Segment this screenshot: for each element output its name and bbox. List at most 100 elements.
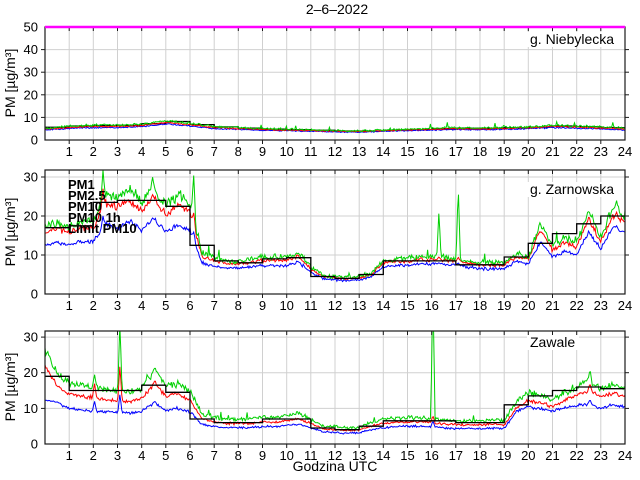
y-tick-label: 20 bbox=[24, 87, 38, 102]
x-tick-label: 16 bbox=[424, 298, 438, 313]
panel-label-text: g. Niebylecka bbox=[530, 31, 614, 47]
x-tick-label: 15 bbox=[400, 448, 414, 463]
y-tick-label: 0 bbox=[31, 287, 38, 302]
x-tick-label: 20 bbox=[521, 298, 535, 313]
x-tick-label: 23 bbox=[594, 298, 608, 313]
x-tick-label: 21 bbox=[545, 448, 559, 463]
x-tick-label: 21 bbox=[545, 298, 559, 313]
x-tick-label: 12 bbox=[328, 448, 342, 463]
y-tick-label: 20 bbox=[24, 365, 38, 380]
yaxis-label-panel-2: PM [µg/m³] bbox=[2, 198, 18, 267]
x-tick-label: 9 bbox=[259, 144, 266, 159]
x-tick-label: 14 bbox=[376, 448, 390, 463]
panel-label-backing bbox=[527, 335, 579, 350]
x-tick-label: 4 bbox=[138, 298, 145, 313]
x-tick-label: 14 bbox=[376, 144, 390, 159]
x-tick-label: 19 bbox=[497, 298, 511, 313]
x-tick-label: 11 bbox=[304, 448, 318, 463]
x-tick-label: 24 bbox=[618, 448, 632, 463]
y-tick-label: 40 bbox=[24, 42, 38, 57]
x-tick-label: 15 bbox=[400, 144, 414, 159]
x-tick-label: 9 bbox=[259, 298, 266, 313]
x-tick-label: 8 bbox=[235, 448, 242, 463]
x-tick-label: 4 bbox=[138, 144, 145, 159]
y-tick-label: 10 bbox=[24, 110, 38, 125]
panel-label-backing bbox=[527, 182, 619, 197]
panel-label-backing bbox=[527, 32, 620, 47]
x-tick-label: 15 bbox=[400, 298, 414, 313]
x-tick-label: 17 bbox=[449, 144, 463, 159]
chart-generated-layers: 1 2 3 4 5 6 7 8 9 10 11 12 13 14 15 16 17 18 19 20 21 22 23 240… bbox=[24, 20, 633, 464]
x-tick-label: 23 bbox=[594, 144, 608, 159]
pm10-1h-step-line bbox=[45, 199, 625, 280]
x-tick-label: 24 bbox=[618, 298, 632, 313]
legend-item-pm10-1h: PM10 1h bbox=[68, 210, 121, 225]
yaxis-label-panel-1: PM [µg/m³] bbox=[2, 49, 18, 118]
figure-title: 2–6–2022 bbox=[306, 1, 369, 17]
x-tick-label: 17 bbox=[449, 298, 463, 313]
x-tick-label: 24 bbox=[618, 144, 632, 159]
panel-0: 1 2 3 4 5 6 7 8 9 10 11 12 13 14 15 16 17 18 19 20 21 22 23 240… bbox=[24, 20, 633, 160]
x-tick-label: 1 bbox=[66, 144, 73, 159]
pm1-line bbox=[45, 394, 625, 435]
y-tick-label: 0 bbox=[31, 437, 38, 452]
y-tick-label: 30 bbox=[24, 170, 38, 185]
x-tick-label: 3 bbox=[114, 298, 121, 313]
x-tick-label: 7 bbox=[211, 448, 218, 463]
x-tick-label: 16 bbox=[424, 448, 438, 463]
legend-item-pm10: PM10 bbox=[68, 199, 102, 214]
x-tick-label: 12 bbox=[328, 144, 342, 159]
panel-label-niebylecka: g. Niebylecka bbox=[527, 31, 620, 47]
x-tick-label: 21 bbox=[545, 144, 559, 159]
legend-item-pm1: PM1 bbox=[68, 177, 95, 192]
x-tick-label: 9 bbox=[259, 448, 266, 463]
pm10-1h-step-line bbox=[45, 375, 625, 431]
x-tick-label: 12 bbox=[328, 298, 342, 313]
x-tick-label: 8 bbox=[235, 298, 242, 313]
x-tick-label: 10 bbox=[279, 298, 293, 313]
legend-item-pm25: PM2.5 bbox=[68, 188, 106, 203]
pm10-line bbox=[45, 119, 625, 133]
x-tick-label: 18 bbox=[473, 448, 487, 463]
x-tick-label: 3 bbox=[114, 144, 121, 159]
x-tick-label: 19 bbox=[497, 448, 511, 463]
x-tick-label: 2 bbox=[90, 144, 97, 159]
x-tick-label: 22 bbox=[569, 448, 583, 463]
panel-data-0 bbox=[45, 119, 625, 134]
x-tick-label: 11 bbox=[304, 144, 318, 159]
panel-label-text: Zawale bbox=[530, 334, 575, 350]
legend-item-limit-pm10: Limit PM10 bbox=[68, 221, 137, 236]
x-tick-label: 18 bbox=[473, 298, 487, 313]
y-tick-label: 10 bbox=[24, 248, 38, 263]
y-tick-label: 20 bbox=[24, 209, 38, 224]
panel-label-zawale: Zawale bbox=[527, 334, 579, 350]
x-tick-label: 22 bbox=[569, 298, 583, 313]
x-tick-label: 13 bbox=[352, 298, 366, 313]
x-tick-label: 6 bbox=[186, 144, 193, 159]
x-tick-label: 22 bbox=[569, 144, 583, 159]
x-tick-label: 16 bbox=[424, 144, 438, 159]
x-tick-label: 14 bbox=[376, 298, 390, 313]
y-tick-label: 50 bbox=[24, 20, 38, 35]
x-tick-label: 1 bbox=[66, 298, 73, 313]
x-tick-label: 4 bbox=[138, 448, 145, 463]
panel-label-zarnowska: g. Zarnowska bbox=[527, 181, 619, 197]
x-tick-label: 8 bbox=[235, 144, 242, 159]
x-tick-label: 7 bbox=[211, 144, 218, 159]
x-tick-label: 13 bbox=[352, 144, 366, 159]
x-tick-label: 1 bbox=[66, 448, 73, 463]
panel-2: 1 2 3 4 5 6 7 8 9 10 11 12 13 14 15 16 17 18 19 20 21 22 23 240… bbox=[24, 330, 633, 463]
y-tick-label: 0 bbox=[31, 133, 38, 148]
panel-data-1 bbox=[45, 169, 625, 283]
y-tick-label: 30 bbox=[24, 65, 38, 80]
pm1-line bbox=[45, 215, 625, 283]
x-tick-label: 6 bbox=[186, 298, 193, 313]
panel-label-text: g. Zarnowska bbox=[530, 181, 614, 197]
x-tick-label: 13 bbox=[352, 448, 366, 463]
y-tick-label: 30 bbox=[24, 330, 38, 345]
x-tick-label: 7 bbox=[211, 298, 218, 313]
x-tick-label: 19 bbox=[497, 144, 511, 159]
x-tick-label: 23 bbox=[594, 448, 608, 463]
